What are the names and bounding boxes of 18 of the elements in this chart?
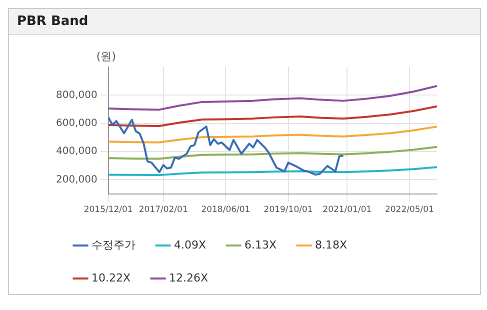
- x-tick-label: 2021/01/01: [322, 205, 372, 216]
- legend-label: 6.13X: [244, 238, 278, 252]
- legend-label: 8.18X: [315, 238, 348, 252]
- y-tick-label: 600,000: [56, 118, 98, 129]
- x-tick-label: 2017/02/01: [138, 205, 188, 216]
- legend-label: 10.22X: [92, 271, 131, 284]
- legend-label: 12.26X: [169, 271, 209, 284]
- x-tick-label: 2015/12/01: [84, 205, 133, 216]
- x-tick-label: 2018/06/01: [201, 205, 250, 216]
- legend-label: 4.09X: [174, 238, 206, 252]
- y-tick-label: 200,000: [56, 174, 98, 186]
- legend-label: 수정주가: [92, 238, 136, 252]
- x-tick-label: 2019/10/01: [264, 205, 313, 216]
- y-tick-label: 800,000: [56, 90, 98, 101]
- y-axis-title: (원): [96, 50, 116, 63]
- x-tick-label: 2022/05/01: [384, 205, 434, 216]
- y-tick-label: 400,000: [56, 146, 98, 158]
- chart-title: PBR Band: [9, 9, 480, 35]
